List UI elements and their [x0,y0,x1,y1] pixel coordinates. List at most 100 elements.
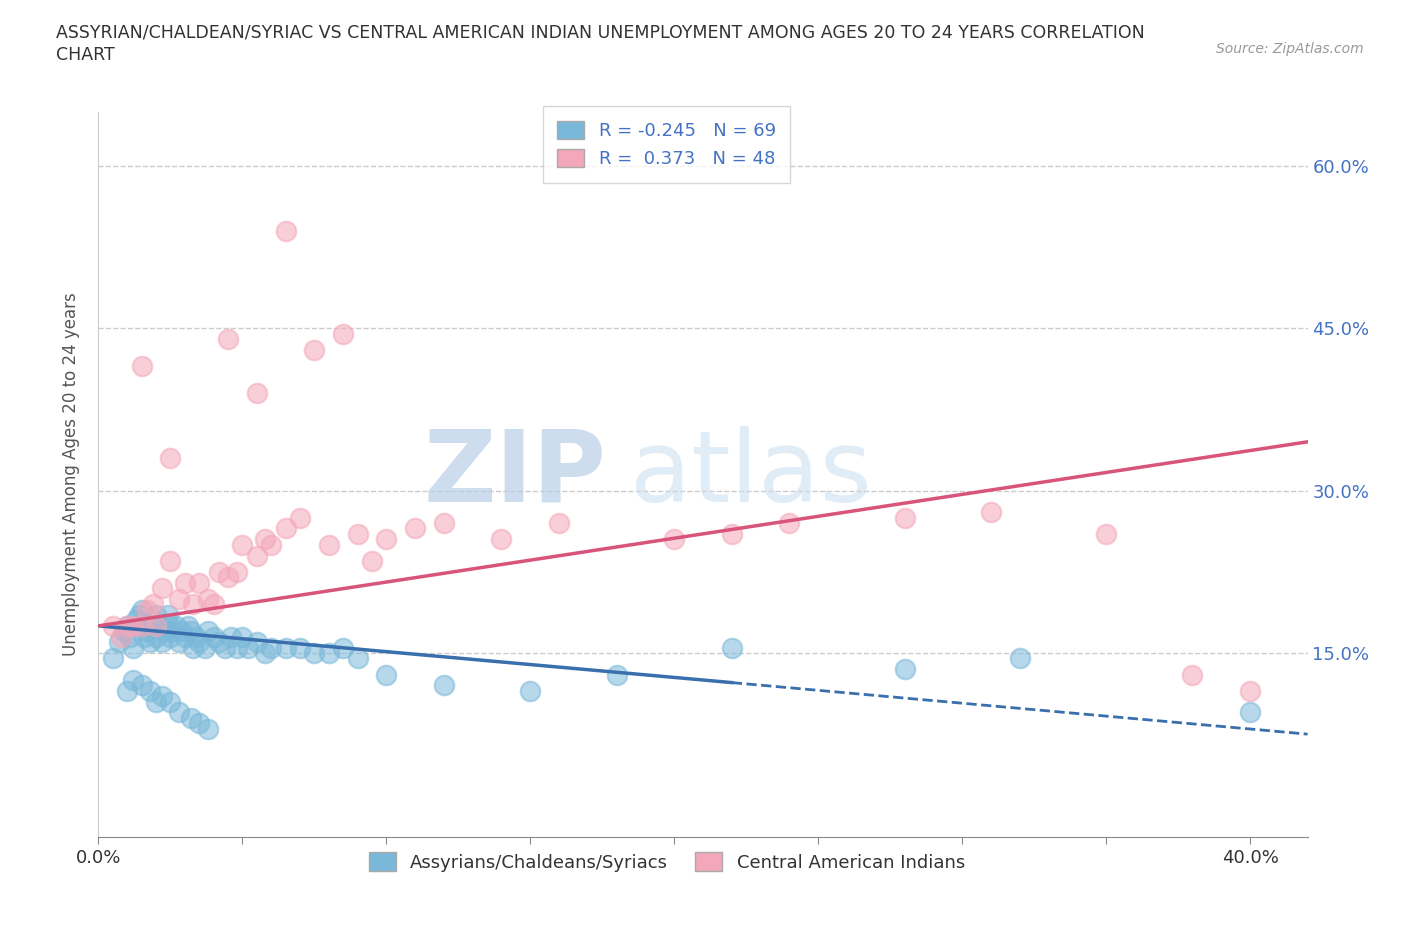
Point [288,511,311,525]
Point [150,580,173,595]
Point [128,607,150,622]
Point [318,538,340,552]
Point [173,630,195,644]
Point [274,640,297,655]
Point [332,640,354,655]
Text: Source: ZipAtlas.com: Source: ZipAtlas.com [1216,42,1364,56]
Point [346,651,368,666]
Legend: Assyrians/Chaldeans/Syriacs, Central American Indians: Assyrians/Chaldeans/Syriacs, Central Ame… [361,845,972,879]
Point [142,597,165,612]
Point [208,634,231,649]
Point [142,618,165,633]
Point [101,618,124,633]
Point [150,689,173,704]
Point [519,684,541,698]
Point [893,511,915,525]
Point [274,521,297,536]
Point [180,624,202,639]
Point [980,505,1002,520]
Point [122,640,145,655]
Point [159,694,181,709]
Point [720,526,742,541]
Point [167,591,190,606]
Point [145,607,167,622]
Point [375,667,398,682]
Point [433,678,456,693]
Point [202,630,225,644]
Point [1181,667,1204,682]
Point [254,645,277,660]
Point [260,538,283,552]
Point [188,716,211,731]
Point [183,597,205,612]
Point [225,565,247,579]
Point [318,645,340,660]
Point [145,694,167,709]
Point [720,640,742,655]
Point [173,575,195,590]
Point [217,570,239,585]
Point [433,515,456,530]
Text: atlas: atlas [630,426,872,523]
Point [170,624,193,639]
Point [115,618,138,633]
Point [101,651,124,666]
Point [186,630,208,644]
Point [404,521,426,536]
Text: ASSYRIAN/CHALDEAN/SYRIAC VS CENTRAL AMERICAN INDIAN UNEMPLOYMENT AMONG AGES 20 T: ASSYRIAN/CHALDEAN/SYRIAC VS CENTRAL AMER… [56,23,1144,41]
Point [491,532,513,547]
Point [202,597,225,612]
Point [664,532,686,547]
Point [606,667,628,682]
Point [361,553,384,568]
Point [159,618,181,633]
Point [254,532,277,547]
Point [231,630,253,644]
Point [231,538,253,552]
Point [131,359,153,374]
Point [136,603,159,618]
Point [197,591,219,606]
Point [1008,651,1031,666]
Point [188,634,211,649]
Point [214,640,236,655]
Point [1239,705,1261,720]
Y-axis label: Unemployment Among Ages 20 to 24 years: Unemployment Among Ages 20 to 24 years [62,292,80,657]
Point [112,624,135,639]
Point [225,640,247,655]
Point [183,640,205,655]
Point [274,223,297,238]
Point [122,672,145,687]
Point [246,634,269,649]
Point [188,575,211,590]
Point [304,342,326,357]
Point [304,645,326,660]
Point [208,565,231,579]
Point [176,618,198,633]
Point [115,618,138,633]
Point [893,662,915,677]
Point [197,722,219,737]
Point [153,624,176,639]
Point [246,548,269,563]
Point [180,711,202,725]
Point [260,640,283,655]
Point [148,618,170,633]
Point [125,613,148,628]
Point [150,634,173,649]
Point [778,515,800,530]
Point [165,618,187,633]
Point [134,630,156,644]
Point [167,705,190,720]
Point [122,618,145,633]
Point [131,678,153,693]
Point [346,526,368,541]
Point [332,326,354,341]
Point [139,684,162,698]
Point [139,634,162,649]
Point [217,331,239,346]
Point [159,451,181,466]
Text: CHART: CHART [56,46,115,64]
Point [194,640,217,655]
Point [145,630,167,644]
